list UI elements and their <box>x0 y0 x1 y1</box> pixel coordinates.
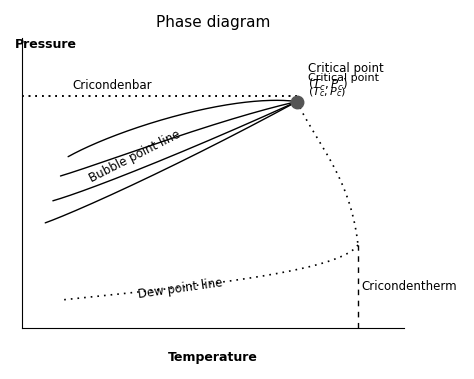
Text: Dew point line: Dew point line <box>137 277 223 301</box>
Text: Temperature: Temperature <box>168 351 258 364</box>
Text: Critical point
$(T_c, P_c)$: Critical point $(T_c, P_c)$ <box>309 62 384 93</box>
Title: Phase diagram: Phase diagram <box>156 15 270 30</box>
Text: Cricondentherm: Cricondentherm <box>362 280 457 293</box>
Text: Cricondenbar: Cricondenbar <box>72 79 152 92</box>
Text: Bubble point line: Bubble point line <box>87 128 182 185</box>
Text: Critical point
$(T_c, P_c)$: Critical point $(T_c, P_c)$ <box>309 73 379 99</box>
Text: Pressure: Pressure <box>15 38 77 51</box>
